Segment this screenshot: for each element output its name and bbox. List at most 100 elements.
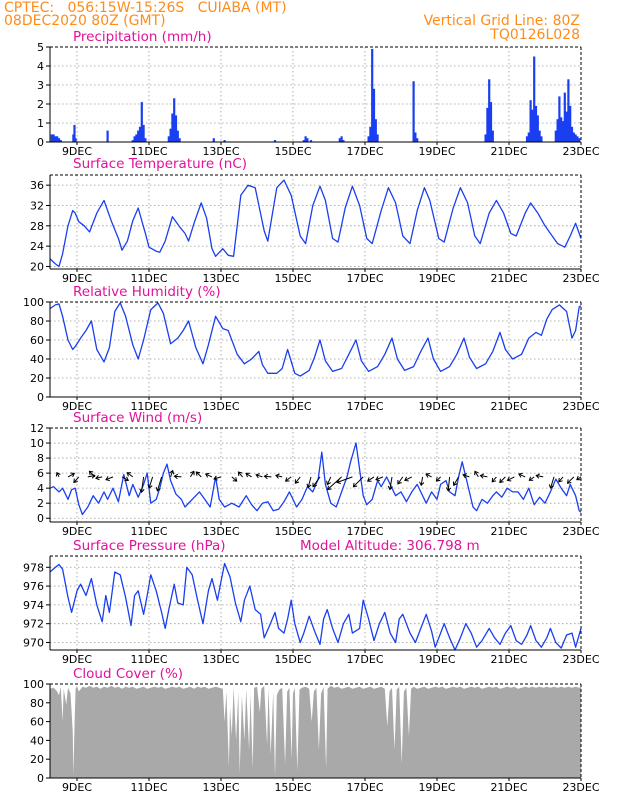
temp-x-tick-label: 11DEC bbox=[130, 272, 167, 285]
precip-bar bbox=[578, 138, 581, 142]
pres-y-tick-label: 976 bbox=[23, 580, 44, 593]
precip-bar bbox=[372, 88, 376, 142]
precip-bar bbox=[138, 126, 142, 142]
wind-vector-arrow bbox=[566, 476, 575, 484]
wind-x-tick-label: 23DEC bbox=[562, 525, 599, 538]
precip-bar bbox=[367, 136, 370, 142]
wind-x-tick-label: 19DEC bbox=[418, 525, 455, 538]
rh-x-tick-label: 13DEC bbox=[202, 400, 239, 413]
rh-x-tick-label: 23DEC bbox=[562, 400, 599, 413]
wind-vector-arrow bbox=[425, 473, 432, 478]
precip-bar bbox=[57, 138, 61, 142]
cloud-panel: Cloud Cover (%) 0 20 40 60 80 100 9DEC 11DEC 13DE… bbox=[23, 666, 600, 794]
cloud-y-tick-label: 60 bbox=[30, 716, 44, 729]
wind-x-tick-label: 15DEC bbox=[274, 525, 311, 538]
precip-bar bbox=[178, 138, 181, 142]
wind-y-tick-label: 4 bbox=[37, 482, 44, 495]
pres-annotation: Model Altitude: 306.798 m bbox=[300, 538, 480, 554]
temp-y-tick-label: 32 bbox=[30, 199, 44, 212]
rh-x-tick-label: 11DEC bbox=[130, 400, 167, 413]
pres-title: Surface Pressure (hPa) bbox=[73, 538, 226, 554]
temp-y-tick-label: 24 bbox=[30, 240, 44, 253]
precip-bar bbox=[342, 140, 345, 142]
rh-y-tick-label: 100 bbox=[23, 296, 44, 309]
wind-vector-arrow bbox=[479, 473, 488, 479]
pres-x-tick-label: 21DEC bbox=[490, 653, 527, 666]
precip-x-tick-label: 13DEC bbox=[202, 145, 239, 158]
precip-bar bbox=[574, 134, 577, 142]
precip-bar bbox=[527, 132, 530, 142]
temp-x-tick-label: 23DEC bbox=[562, 272, 599, 285]
cloud-x-tick-label: 13DEC bbox=[202, 781, 239, 794]
header-grid-line-note: Vertical Grid Line: 80Z bbox=[423, 13, 580, 29]
precip-bar bbox=[369, 126, 372, 142]
wind-vector-arrow bbox=[366, 476, 375, 482]
wind-y-tick-label: 0 bbox=[37, 512, 44, 525]
header-date-line: 08DEC2020 80Z (GMT) bbox=[4, 13, 166, 29]
precip-bar bbox=[533, 56, 536, 142]
wind-vector-arrow bbox=[67, 472, 76, 478]
cloud-x-tick-label: 17DEC bbox=[346, 781, 383, 794]
wind-vector-arrow bbox=[336, 476, 353, 484]
cloud-x-tick-label: 15DEC bbox=[274, 781, 311, 794]
rh-x-tick-label: 17DEC bbox=[346, 400, 383, 413]
wind-vector-arrow bbox=[306, 476, 312, 489]
temp-x-tick-label: 15DEC bbox=[274, 272, 311, 285]
pres-x-tick-label: 9DEC bbox=[62, 653, 92, 666]
wind-vector-arrow bbox=[121, 476, 130, 482]
precip-bar bbox=[304, 136, 307, 142]
precip-bar bbox=[567, 79, 570, 142]
pres-x-tick-label: 19DEC bbox=[418, 653, 455, 666]
pres-y-tick-label: 978 bbox=[23, 561, 44, 574]
wind-vector-arrow bbox=[147, 476, 154, 489]
wind-vector-arrow bbox=[155, 476, 163, 492]
precip-bar bbox=[371, 48, 374, 142]
wind-vector-arrow bbox=[204, 472, 213, 478]
precip-bar bbox=[223, 140, 226, 142]
wind-vector-arrow bbox=[452, 476, 460, 487]
wind-vector-arrow bbox=[387, 476, 393, 491]
precip-x-tick-label: 23DEC bbox=[562, 145, 599, 158]
pres-x-tick-label: 11DEC bbox=[130, 653, 167, 666]
precip-bar bbox=[171, 113, 174, 142]
precip-bar bbox=[73, 124, 76, 142]
precip-y-tick-label: 3 bbox=[37, 79, 44, 92]
precip-bar bbox=[374, 119, 377, 142]
precip-y-tick-label: 4 bbox=[37, 60, 44, 73]
wind-y-tick-label: 6 bbox=[37, 467, 44, 480]
precip-bar bbox=[414, 132, 417, 142]
cloud-y-tick-label: 0 bbox=[37, 772, 44, 785]
rh-x-tick-label: 9DEC bbox=[62, 400, 92, 413]
precip-x-tick-label: 19DEC bbox=[418, 145, 455, 158]
temp-y-tick-label: 36 bbox=[30, 179, 44, 192]
rh-y-tick-label: 80 bbox=[30, 315, 44, 328]
precip-y-tick-label: 1 bbox=[37, 117, 44, 130]
wind-y-tick-label: 8 bbox=[37, 452, 44, 465]
precip-title: Precipitation (mm/h) bbox=[73, 29, 212, 45]
wind-vector-arrow bbox=[352, 476, 364, 488]
precip-bar bbox=[534, 105, 538, 142]
wind-vector-arrow bbox=[231, 476, 238, 482]
precip-bar bbox=[538, 130, 541, 142]
precip-bar bbox=[106, 130, 109, 142]
precip-bar bbox=[176, 130, 179, 142]
rh-y-tick-label: 40 bbox=[30, 353, 44, 366]
wind-panel: Surface Wind (m/s) 0 2 4 6 8 10 12 9DEC 11DEC 13DE… bbox=[30, 410, 600, 538]
precip-bar bbox=[273, 140, 277, 142]
precip-bar bbox=[488, 79, 491, 142]
cloud-x-tick-label: 21DEC bbox=[490, 781, 527, 794]
temp-x-tick-label: 17DEC bbox=[346, 272, 383, 285]
pres-x-tick-label: 23DEC bbox=[562, 653, 599, 666]
temp-x-tick-label: 9DEC bbox=[62, 272, 92, 285]
wind-vector-arrow bbox=[326, 476, 342, 491]
precip-bar bbox=[561, 121, 565, 142]
precip-bar bbox=[376, 134, 379, 142]
wind-vector-arrow bbox=[576, 475, 582, 481]
wind-vector-arrow bbox=[237, 471, 243, 478]
wind-vector-arrow bbox=[275, 473, 283, 479]
cloud-x-tick-label: 19DEC bbox=[418, 781, 455, 794]
precip-bar bbox=[309, 140, 313, 142]
precip-bar bbox=[135, 134, 138, 142]
rh-x-tick-label: 21DEC bbox=[490, 400, 527, 413]
wind-vector-arrow bbox=[245, 472, 252, 478]
